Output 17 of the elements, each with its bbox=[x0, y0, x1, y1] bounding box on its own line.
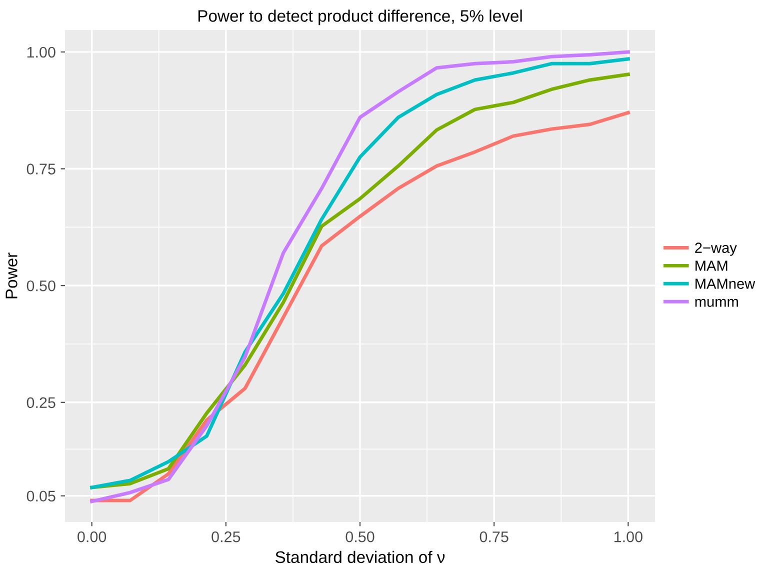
x-tick-label: 0.50 bbox=[346, 531, 374, 542]
legend-label: mumm bbox=[695, 298, 738, 307]
x-tick-label: 1.00 bbox=[614, 531, 642, 542]
y-tick-label: 0.75 bbox=[26, 164, 56, 174]
x-tick-label: 0.75 bbox=[480, 531, 508, 542]
y-tick-label: 1.00 bbox=[27, 46, 56, 58]
x-tick-label: 0.00 bbox=[78, 531, 106, 542]
legend-label: 2−way bbox=[695, 242, 737, 256]
legend-label: MAMnew bbox=[696, 278, 756, 289]
y-tick-label: 0.50 bbox=[26, 280, 56, 292]
legend-label: MAM bbox=[696, 260, 728, 271]
y-axis-title: Power bbox=[6, 252, 18, 298]
y-tick-label: 0.05 bbox=[26, 490, 56, 502]
x-tick-label: 0.25 bbox=[212, 531, 240, 542]
y-tick-label: 0.25 bbox=[26, 397, 56, 408]
chart-title: Power to detect product difference, 5% level bbox=[198, 10, 522, 26]
x-axis-title: Standard deviation of ν bbox=[276, 550, 445, 564]
